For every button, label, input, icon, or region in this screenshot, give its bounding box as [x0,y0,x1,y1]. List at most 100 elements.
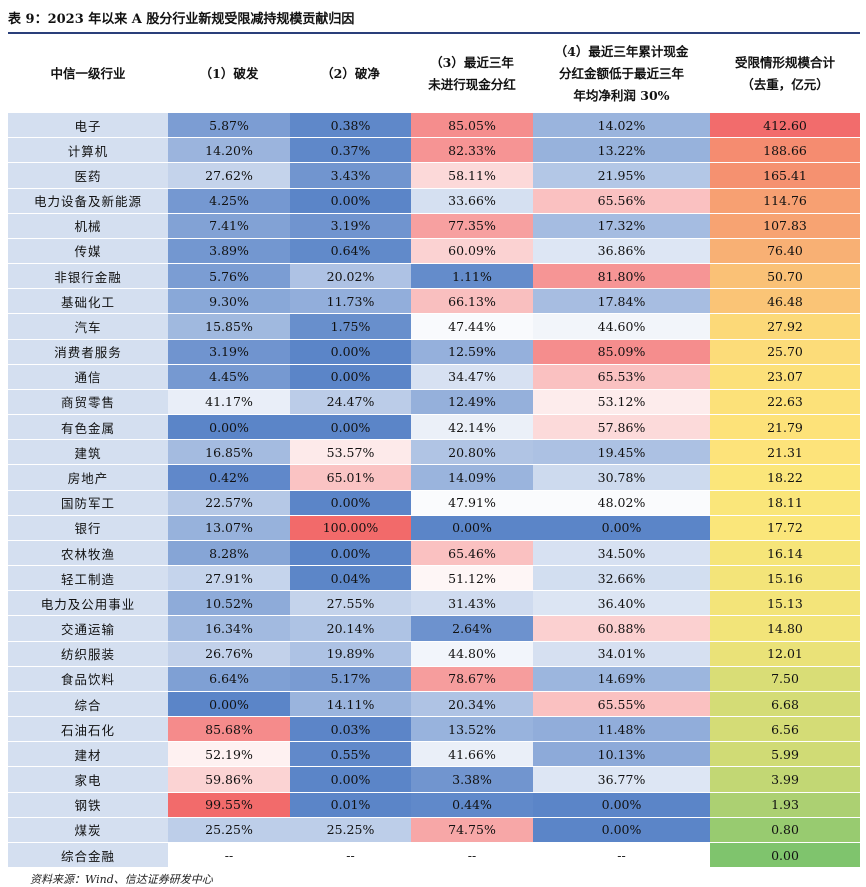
industry-cell: 综合金融 [8,842,168,869]
table-row: 交通运输 16.34% 20.14% 2.64% 60.88% 14.80 [8,616,860,642]
below-net-cell: 0.00% [290,540,411,567]
header-below-net: （2）破净 [321,65,380,81]
total-scale-cell: 21.79 [710,415,860,441]
table-row: 国防军工 22.57% 0.00% 47.91% 48.02% 18.11 [8,490,860,516]
industry-cell: 有色金属 [8,415,168,441]
low-dividend-cell: 53.12% [533,389,710,416]
table-title: 表 9：2023 年以来 A 股分行业新规受限减持规模贡献归因 [8,12,355,27]
low-dividend-cell: -- [533,842,710,869]
total-scale-cell: 7.50 [710,666,860,692]
low-dividend-cell: 60.88% [533,616,710,642]
no-dividend-cell: 60.09% [411,238,533,265]
table-row: 农林牧渔 8.28% 0.00% 65.46% 34.50% 16.14 [8,540,860,567]
total-scale-cell: 14.80 [710,616,860,642]
table-row: 煤炭 25.25% 25.25% 74.75% 0.00% 0.80 [8,817,860,843]
industry-cell: 非银行金融 [8,264,168,290]
low-dividend-cell: 10.13% [533,742,710,768]
no-dividend-cell: 13.52% [411,717,533,743]
total-scale-cell: 12.01 [710,641,860,667]
low-dividend-cell: 0.00% [533,515,710,541]
no-dividend-cell: 77.35% [411,213,533,239]
industry-cell: 钢铁 [8,792,168,818]
below-issue-cell: 59.86% [168,767,290,793]
no-dividend-cell: 78.67% [411,666,533,692]
header-no-dividend: （3）最近三年 未进行现金分红 [428,54,516,92]
below-net-cell: 0.01% [290,792,411,818]
below-issue-cell: 99.55% [168,792,290,818]
below-net-cell: 0.55% [290,742,411,768]
below-net-cell: -- [290,842,411,869]
low-dividend-cell: 81.80% [533,264,710,290]
header-below-issue: （1）破发 [199,65,259,81]
below-issue-cell: 8.28% [168,540,290,567]
no-dividend-cell: 2.64% [411,616,533,642]
total-scale-cell: 16.14 [710,540,860,567]
below-net-cell: 19.89% [290,641,411,667]
below-issue-cell: 9.30% [168,289,290,315]
industry-cell: 机械 [8,213,168,239]
table-row: 轻工制造 27.91% 0.04% 51.12% 32.66% 15.16 [8,566,860,592]
below-net-cell: 0.04% [290,566,411,592]
low-dividend-cell: 65.55% [533,691,710,718]
industry-cell: 建筑 [8,440,168,466]
total-scale-cell: 27.92 [710,314,860,340]
below-issue-cell: 27.91% [168,566,290,592]
industry-cell: 综合 [8,691,168,718]
no-dividend-cell: 20.80% [411,440,533,466]
below-issue-cell: 5.87% [168,113,290,139]
industry-cell: 交通运输 [8,616,168,642]
industry-cell: 国防军工 [8,490,168,516]
below-net-cell: 20.14% [290,616,411,642]
below-net-cell: 53.57% [290,440,411,466]
industry-cell: 传媒 [8,238,168,265]
no-dividend-cell: 44.80% [411,641,533,667]
no-dividend-cell: 85.05% [411,113,533,139]
table-row: 机械 7.41% 3.19% 77.35% 17.32% 107.83 [8,213,860,239]
no-dividend-cell: 74.75% [411,817,533,843]
below-issue-cell: 15.85% [168,314,290,340]
no-dividend-cell: 66.13% [411,289,533,315]
table-row: 汽车 15.85% 1.75% 47.44% 44.60% 27.92 [8,314,860,340]
industry-cell: 食品饮料 [8,666,168,692]
table-row: 银行 13.07% 100.00% 0.00% 0.00% 17.72 [8,515,860,541]
industry-cell: 消费者服务 [8,339,168,365]
total-scale-cell: 18.22 [710,465,860,491]
low-dividend-cell: 48.02% [533,490,710,516]
below-net-cell: 3.19% [290,213,411,239]
below-net-cell: 0.00% [290,767,411,793]
industry-cell: 石油石化 [8,717,168,743]
below-net-cell: 1.75% [290,314,411,340]
low-dividend-cell: 36.77% [533,767,710,793]
below-issue-cell: 0.00% [168,415,290,441]
total-scale-cell: 6.56 [710,717,860,743]
below-net-cell: 14.11% [290,691,411,718]
low-dividend-cell: 13.22% [533,138,710,164]
below-net-cell: 27.55% [290,591,411,617]
table-row: 计算机 14.20% 0.37% 82.33% 13.22% 188.66 [8,138,860,164]
no-dividend-cell: 31.43% [411,591,533,617]
below-net-cell: 0.03% [290,717,411,743]
low-dividend-cell: 0.00% [533,817,710,843]
industry-cell: 纺织服装 [8,641,168,667]
below-net-cell: 0.37% [290,138,411,164]
header-total-scale: 受限情形规模合计 （去重，亿元） [734,54,835,92]
low-dividend-cell: 32.66% [533,566,710,592]
no-dividend-cell: 82.33% [411,138,533,164]
total-scale-cell: 21.31 [710,440,860,466]
below-issue-cell: 4.25% [168,188,290,214]
below-issue-cell: 10.52% [168,591,290,617]
below-issue-cell: 26.76% [168,641,290,667]
no-dividend-cell: 1.11% [411,264,533,290]
table-header: 中信一级行业 （1）破发 （2）破净 （3）最近三年 未进行现金分红 （4）最近… [8,36,860,111]
no-dividend-cell: 47.44% [411,314,533,340]
total-scale-cell: 18.11 [710,490,860,516]
total-scale-cell: 17.72 [710,515,860,541]
low-dividend-cell: 11.48% [533,717,710,743]
industry-cell: 电力设备及新能源 [8,188,168,214]
industry-cell: 房地产 [8,465,168,491]
total-scale-cell: 412.60 [710,113,860,139]
total-scale-cell: 46.48 [710,289,860,315]
no-dividend-cell: 12.59% [411,339,533,365]
below-net-cell: 0.00% [290,188,411,214]
below-net-cell: 65.01% [290,465,411,491]
